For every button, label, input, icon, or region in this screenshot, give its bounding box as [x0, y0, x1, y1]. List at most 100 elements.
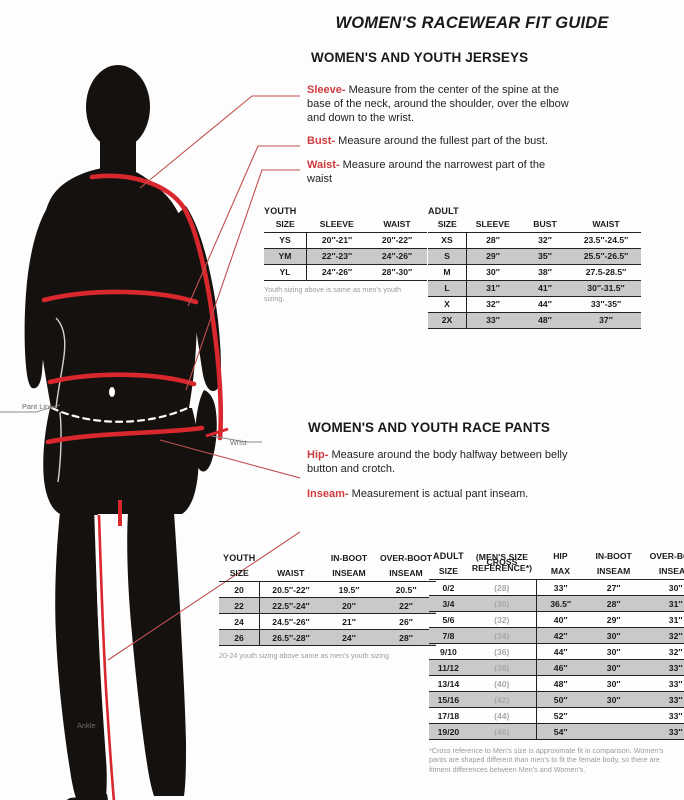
female-silhouette-illustration [0, 65, 300, 800]
col-header-line1 [260, 550, 323, 566]
table-row: 19/20 (46) 54″ 33″ [429, 723, 684, 740]
cell-mens-xref: (44) [467, 707, 537, 724]
pant-seam-stripe [94, 514, 116, 800]
table-row: 17/18 (44) 52″ 33″ [429, 707, 684, 724]
table-row: YS 20″-21″ 20″-22″ [264, 231, 427, 248]
col-header: SIZE [438, 566, 458, 576]
cell-mens-xref: (40) [467, 675, 537, 692]
table-header-row-top: YOUTH IN-BOOT OVER-BOOT [219, 550, 436, 566]
callout-bust-dash: - [331, 135, 336, 147]
table-row: 13/14 (40) 48″ 30″ 33″ [429, 675, 684, 692]
xref-line1: (MEN'S SIZE [475, 551, 529, 562]
cell-mens-xref: (42) [467, 691, 537, 708]
cell-size: 11/12 [429, 659, 468, 676]
leader-wrist [211, 435, 262, 443]
leader-sleeve [139, 95, 300, 189]
cell-size: 5/6 [429, 611, 468, 628]
cell-overboot: 20.5″ [376, 581, 437, 598]
cell-size: YM [264, 247, 307, 264]
leader-pant-line [0, 404, 61, 413]
cell-overboot: 32″ [642, 627, 684, 644]
xref-line2: CROSS [486, 557, 518, 568]
table-row: 26 26.5″-28″ 24″ 28″ [219, 629, 437, 646]
col-header-line1: OVER-BOOT [649, 550, 684, 561]
cell-inboot [584, 723, 643, 740]
youth-pants-table-note: 20-24 youth sizing above same as men's y… [219, 651, 389, 660]
jerseys-section-heading: WOMEN'S AND YOUTH JERSEYS [311, 50, 529, 65]
youth-pants-table-block: YOUTH IN-BOOT OVER-BOOT SIZE WAIST INSEA… [219, 550, 437, 660]
col-header: WAIST [383, 218, 411, 229]
col-header: SIZE [229, 568, 249, 578]
cell-hip-max: 33″ [536, 579, 585, 596]
cell-bust: 48″ [519, 311, 571, 329]
col-header: INSEAM [596, 566, 631, 576]
callout-hip-term: Hip [307, 449, 325, 461]
cell-bust: 32″ [519, 231, 571, 248]
cell-inboot: 27″ [584, 579, 643, 596]
callout-bust: Bust- Measure around the fullest part of… [307, 134, 597, 148]
col-header: SIZE [437, 218, 457, 229]
cell-mens-xref: (28) [467, 579, 537, 596]
page-title: WOMEN'S RACEWEAR FIT GUIDE [335, 14, 609, 32]
table-row: 0/2 (28) 33″ 27″ 30″ [429, 579, 684, 596]
cell-overboot: 32″ [642, 643, 684, 660]
cell-inboot: 30″ [584, 675, 643, 692]
cell-waist: 30″-31.5″ [571, 279, 641, 296]
callout-bust-text: Measure around the fullest part of the b… [335, 135, 548, 147]
cell-inboot: 19.5″ [322, 581, 376, 598]
figure-label-wrist: Wrist [230, 438, 247, 447]
callout-sleeve-term: Sleeve [307, 84, 342, 96]
cell-sleeve: 33″ [466, 311, 519, 329]
cell-mens-xref: (32) [467, 611, 537, 628]
cell-waist: 20″-22″ [367, 231, 427, 248]
callout-waist-term: Waist [307, 159, 336, 171]
adult-pants-table-block: ADULT (MEN'S SIZE CROSS REFERENCE*) HIP … [429, 548, 684, 774]
callout-leader-lines [107, 95, 300, 661]
col-header: INSEAM [389, 568, 423, 578]
cell-overboot: 26″ [376, 613, 437, 630]
cell-size: XS [428, 231, 467, 248]
cell-overboot: 33″ [642, 659, 684, 676]
figure-label-pant-line: Pant Line [22, 402, 54, 411]
figure-label-ankle: Ankle [77, 721, 96, 730]
cell-size: 7/8 [429, 627, 468, 644]
cell-waist: 28″-30″ [367, 263, 427, 281]
col-header: SLEEVE [475, 218, 510, 229]
cell-bust: 35″ [519, 247, 571, 264]
cell-bust: 41″ [519, 279, 571, 296]
cell-sleeve: 32″ [466, 295, 519, 312]
cell-hip-max: 48″ [536, 675, 585, 692]
col-header-line1: IN-BOOT [330, 552, 368, 563]
callout-waist: Waist- Measure around the narrowest part… [307, 158, 557, 186]
cell-waist: 23.5″-24.5″ [571, 231, 641, 248]
table-row: 2X 33″ 48″ 37″ [428, 311, 641, 329]
callout-inseam-text: Measurement is actual pant inseam. [348, 488, 529, 500]
col-header: INSEAM [658, 566, 684, 576]
cell-bust: 44″ [519, 295, 571, 312]
leader-waist [185, 169, 300, 391]
table-row: 5/6 (32) 40″ 29″ 31″ [429, 611, 684, 628]
cell-waist: 37″ [571, 311, 641, 329]
callout-inseam-term: Inseam [307, 488, 345, 500]
table-row: 24 24.5″-26″ 21″ 26″ [219, 613, 437, 630]
table-row: YM 22″-23″ 24″-26″ [264, 247, 427, 264]
cell-size: 2X [428, 311, 467, 329]
cell-sleeve: 22″-23″ [306, 247, 367, 264]
cell-waist: 27.5-28.5″ [571, 263, 641, 280]
cell-inboot: 30″ [584, 627, 643, 644]
callout-waist-dash: - [335, 159, 340, 171]
col-header-line1: HIP [553, 550, 568, 561]
youth-jersey-table-note: Youth sizing above is same as men's yout… [264, 284, 401, 303]
table-row: 9/10 (36) 44″ 30″ 32″ [429, 643, 684, 660]
table-header-row: SIZE SLEEVE BUST WAIST [428, 216, 641, 232]
leader-bust [187, 145, 300, 307]
callout-hip-text: Measure around the body halfway between … [307, 449, 568, 476]
cell-overboot: 33″ [642, 691, 684, 708]
cell-inboot: 28″ [584, 595, 643, 612]
cell-inboot: 21″ [322, 613, 376, 630]
cell-mens-xref: (46) [467, 723, 537, 740]
cell-mens-xref: (34) [467, 627, 537, 644]
cell-size: YS [264, 231, 307, 248]
table-row: XS 28″ 32″ 23.5″-24.5″ [428, 231, 641, 248]
